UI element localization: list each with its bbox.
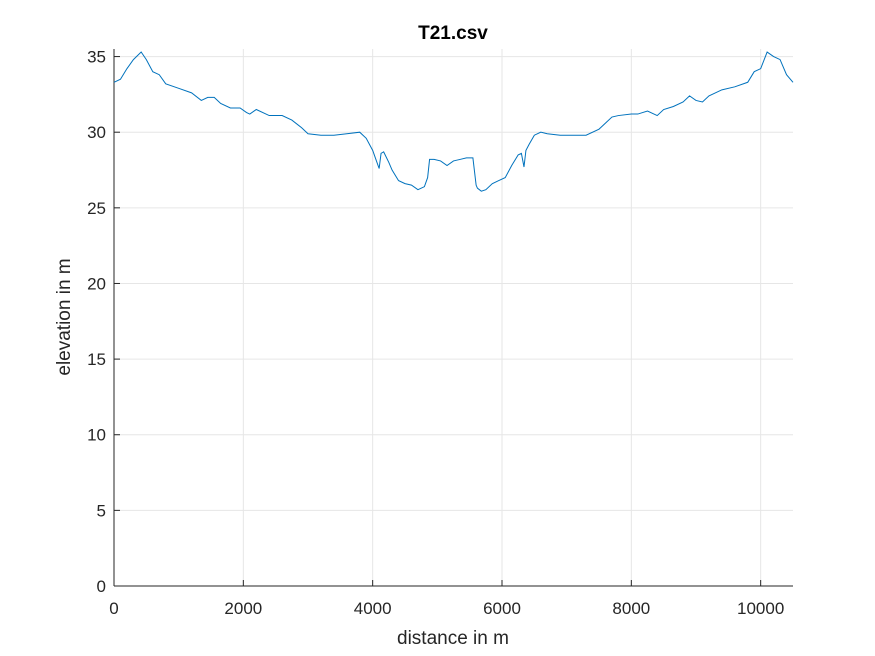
grid <box>113 49 793 587</box>
y-tick-label: 30 <box>87 123 106 142</box>
y-tick-label: 0 <box>97 577 106 596</box>
axes <box>113 49 793 587</box>
x-tick-label: 8000 <box>612 599 650 618</box>
x-ticks: 0 2000 4000 6000 8000 10000 <box>109 580 784 618</box>
x-tick-label: 6000 <box>483 599 521 618</box>
x-tick-label: 4000 <box>354 599 392 618</box>
x-axis-label: distance in m <box>397 628 509 649</box>
y-tick-label: 15 <box>87 350 106 369</box>
y-tick-label: 20 <box>87 274 106 293</box>
chart-title: T21.csv <box>418 23 488 44</box>
y-tick-label: 35 <box>87 48 106 67</box>
x-tick-label: 10000 <box>737 599 784 618</box>
y-tick-label: 25 <box>87 199 106 218</box>
series-line <box>113 51 794 192</box>
x-tick-label: 0 <box>109 599 118 618</box>
x-tick-label: 2000 <box>224 599 262 618</box>
y-axis-label: elevation in m <box>54 258 75 375</box>
y-ticks: 0 5 10 15 20 25 30 35 <box>87 48 120 596</box>
plot-area <box>114 49 793 586</box>
y-tick-label: 5 <box>97 501 106 520</box>
y-tick-label: 10 <box>87 426 106 445</box>
